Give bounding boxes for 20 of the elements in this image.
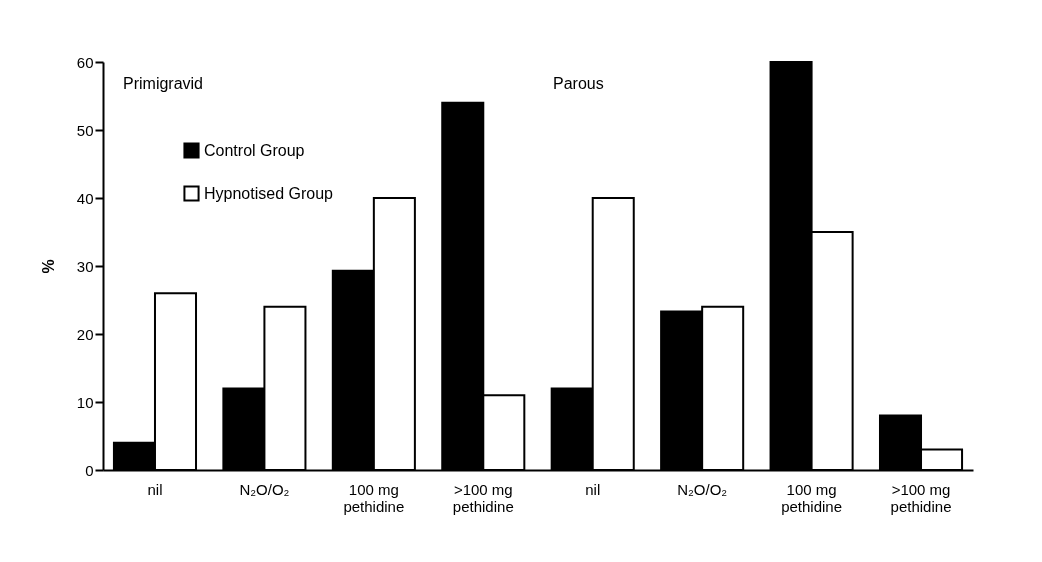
y-axis-title: % [39, 259, 57, 274]
x-tick-label: N₂O/O₂ [677, 480, 728, 498]
x-tick-label: >100 mg pethidine [452, 480, 514, 515]
y-tick-label: 20 [76, 325, 94, 343]
x-tick-label: N₂O/O₂ [239, 480, 290, 498]
x-tick-label: >100 mg pethidine [890, 480, 952, 515]
y-tick-label: 50 [76, 121, 94, 139]
annotation: Parous [553, 75, 604, 92]
y-tick-label: 0 [85, 461, 94, 479]
legend-label: Hypnotised Group [204, 184, 334, 202]
annotation: Primigravid [123, 75, 204, 92]
y-tick-label: 40 [76, 189, 94, 207]
y-tick-label: 60 [76, 53, 94, 71]
legend-label: Control Group [204, 141, 305, 159]
y-tick-label: 10 [76, 393, 94, 411]
x-tick-label: 100 mg pethidine [781, 480, 843, 515]
x-tick-label: nil [585, 480, 601, 498]
y-tick-label: 30 [76, 257, 94, 275]
x-tick-label: 100 mg pethidine [343, 480, 405, 515]
x-tick-label: nil [147, 480, 163, 498]
